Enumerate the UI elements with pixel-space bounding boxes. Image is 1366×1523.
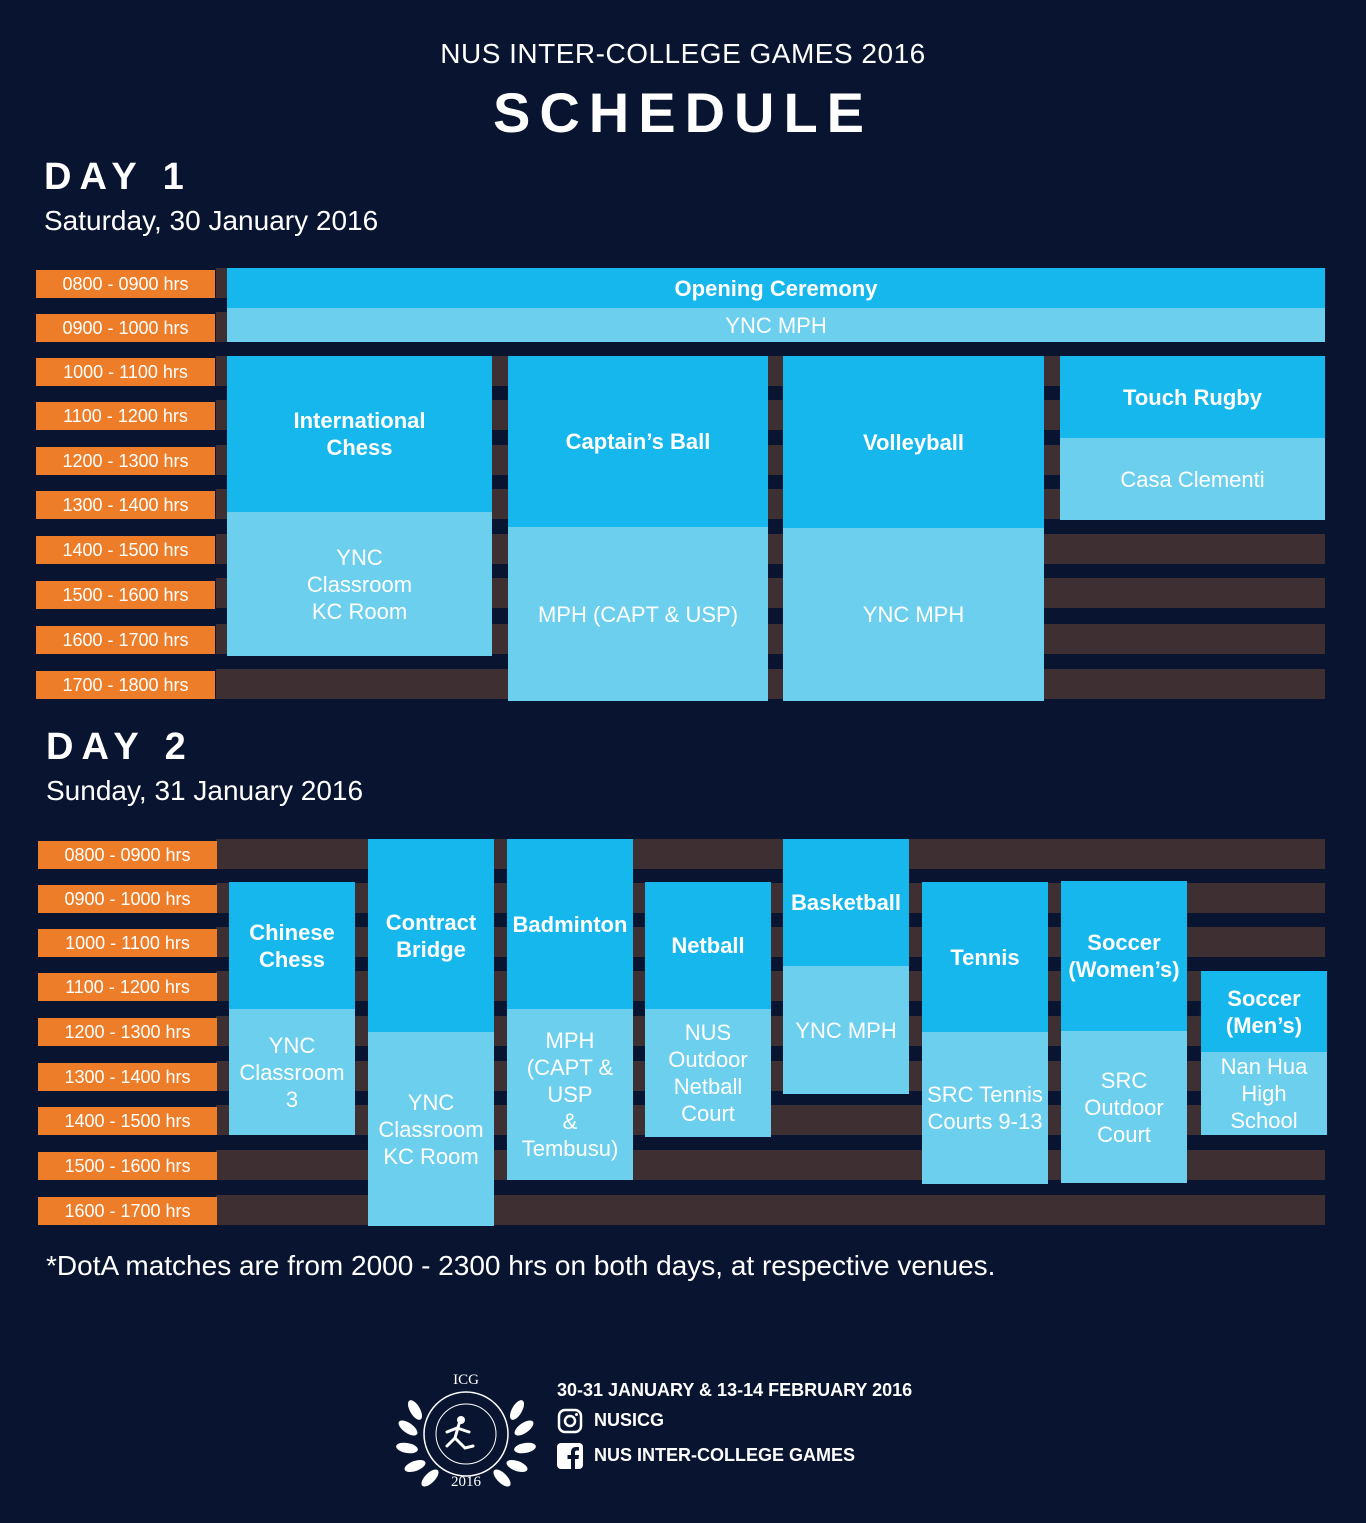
venue-touch-rugby: Casa Clementi <box>1060 438 1325 520</box>
event-international-chess: International Chess <box>227 356 492 512</box>
event-tennis: Tennis <box>922 882 1048 1032</box>
logo-text-year: 2016 <box>451 1474 482 1490</box>
venue-basketball: YNC MPH <box>783 966 909 1094</box>
event-netball: Netball <box>645 882 771 1009</box>
event-subtitle: NUS INTER-COLLEGE GAMES 2016 <box>440 38 926 69</box>
day1-time-slot: 1200 - 1300 hrs <box>36 447 215 475</box>
day2-time-slot: 1000 - 1100 hrs <box>38 929 217 957</box>
day2-date: Sunday, 31 January 2016 <box>46 775 364 806</box>
day2-time-slot: 1500 - 1600 hrs <box>38 1152 217 1180</box>
instagram-icon[interactable] <box>557 1408 583 1434</box>
venue-opening-ceremony: YNC MPH <box>227 308 1325 342</box>
day1-time-slot: 1500 - 1600 hrs <box>36 581 215 609</box>
day1-time-slot: 1100 - 1200 hrs <box>36 402 215 430</box>
day1-heading: DAY 1 <box>44 156 192 198</box>
venue-soccer-womens: SRC Outdoor Court <box>1061 1031 1187 1183</box>
icg-laurel-logo: ICG 2016 <box>395 1368 537 1492</box>
logo-text-top: ICG <box>453 1372 479 1388</box>
day2-time-slot: 0800 - 0900 hrs <box>38 841 217 869</box>
day1-row <box>216 669 1325 699</box>
event-contract-bridge: Contract Bridge <box>368 839 494 1032</box>
day2-time-slot: 1600 - 1700 hrs <box>38 1197 217 1225</box>
event-soccer-mens: Soccer (Men’s) <box>1201 971 1327 1052</box>
facebook-icon[interactable] <box>557 1443 583 1469</box>
event-soccer-womens: Soccer (Women’s) <box>1061 881 1187 1031</box>
venue-badminton: MPH (CAPT & USP & Tembusu) <box>507 1009 633 1180</box>
venue-volleyball: YNC MPH <box>783 528 1044 701</box>
event-opening-ceremony: Opening Ceremony <box>227 268 1325 308</box>
venue-tennis: SRC Tennis Courts 9-13 <box>922 1032 1048 1184</box>
venue-captains-ball: MPH (CAPT & USP) <box>508 527 768 701</box>
facebook-page[interactable]: NUS INTER-COLLEGE GAMES <box>594 1445 856 1465</box>
day1-time-slot: 1600 - 1700 hrs <box>36 626 215 654</box>
day1-time-slot: 0900 - 1000 hrs <box>36 314 215 342</box>
footer-dates: 30-31 JANUARY & 13-14 FEBRUARY 2016 <box>557 1380 913 1400</box>
day1-time-slot: 1400 - 1500 hrs <box>36 536 215 564</box>
event-volleyball: Volleyball <box>783 356 1044 528</box>
venue-chinese-chess: YNC Classroom 3 <box>229 1009 355 1135</box>
day1-time-slot: 1000 - 1100 hrs <box>36 358 215 386</box>
instagram-handle[interactable]: NUSICG <box>594 1410 665 1430</box>
day1-time-slot: 1700 - 1800 hrs <box>36 671 215 699</box>
day1-time-slot: 1300 - 1400 hrs <box>36 491 215 519</box>
venue-international-chess: YNC Classroom KC Room <box>227 512 492 656</box>
day2-time-slot: 1400 - 1500 hrs <box>38 1107 217 1135</box>
event-captains-ball: Captain’s Ball <box>508 356 768 527</box>
day1-time-slot: 0800 - 0900 hrs <box>36 270 215 298</box>
event-badminton: Badminton <box>507 839 633 1009</box>
page-title: SCHEDULE <box>492 81 874 144</box>
venue-netball: NUS Outdoor Netball Court <box>645 1009 771 1137</box>
event-basketball: Basketball <box>783 839 909 966</box>
day2-time-slot: 1100 - 1200 hrs <box>38 973 217 1001</box>
dota-note: *DotA matches are from 2000 - 2300 hrs o… <box>46 1250 996 1281</box>
day2-time-slot: 1300 - 1400 hrs <box>38 1063 217 1091</box>
venue-soccer-mens: Nan Hua High School <box>1201 1052 1327 1135</box>
day2-time-slot: 0900 - 1000 hrs <box>38 885 217 913</box>
event-chinese-chess: Chinese Chess <box>229 882 355 1009</box>
day1-date: Saturday, 30 January 2016 <box>44 205 379 236</box>
venue-contract-bridge: YNC Classroom KC Room <box>368 1032 494 1226</box>
event-touch-rugby: Touch Rugby <box>1060 356 1325 438</box>
day2-time-slot: 1200 - 1300 hrs <box>38 1018 217 1046</box>
day2-heading: DAY 2 <box>46 726 194 768</box>
